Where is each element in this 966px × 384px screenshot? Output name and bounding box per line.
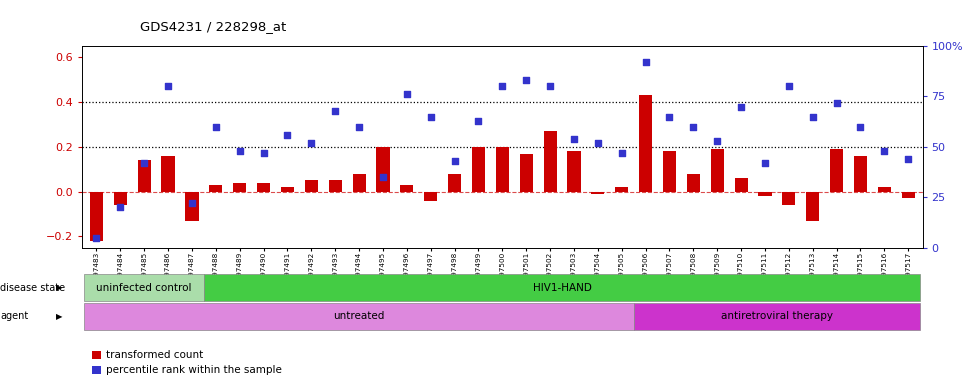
Point: [352, 124, 367, 130]
Bar: [257, 183, 270, 192]
Point: [519, 77, 534, 83]
Bar: [782, 192, 795, 205]
Bar: [137, 161, 151, 192]
Bar: [544, 131, 556, 192]
Text: HIV1-HAND: HIV1-HAND: [532, 283, 591, 293]
Bar: [711, 149, 724, 192]
Bar: [807, 192, 819, 221]
Bar: [353, 174, 366, 192]
Point: [185, 200, 200, 207]
Point: [590, 140, 606, 146]
Bar: [758, 192, 772, 196]
Point: [853, 124, 868, 130]
Text: GDS4231 / 228298_at: GDS4231 / 228298_at: [140, 20, 286, 33]
Point: [327, 108, 343, 114]
Point: [375, 174, 390, 180]
Bar: [114, 192, 127, 205]
Point: [876, 148, 892, 154]
Point: [709, 138, 724, 144]
Bar: [210, 185, 222, 192]
Bar: [591, 192, 605, 194]
Point: [542, 83, 557, 89]
Point: [805, 114, 820, 120]
Bar: [687, 174, 700, 192]
Bar: [615, 187, 628, 192]
Bar: [377, 147, 389, 192]
Point: [900, 156, 916, 162]
Text: transformed count: transformed count: [106, 350, 204, 360]
Text: ▶: ▶: [56, 312, 63, 321]
Bar: [400, 185, 413, 192]
Point: [399, 91, 414, 98]
Text: percentile rank within the sample: percentile rank within the sample: [106, 365, 282, 375]
Point: [447, 158, 463, 164]
Point: [280, 132, 296, 138]
Point: [303, 140, 319, 146]
Point: [662, 114, 677, 120]
Point: [686, 124, 701, 130]
Point: [113, 204, 128, 210]
Text: agent: agent: [0, 311, 28, 321]
Text: disease state: disease state: [0, 283, 65, 293]
Point: [829, 99, 844, 106]
Point: [757, 160, 773, 166]
Bar: [448, 174, 461, 192]
Bar: [830, 149, 843, 192]
Point: [89, 235, 104, 241]
Point: [614, 150, 630, 156]
Point: [136, 160, 152, 166]
Bar: [878, 187, 891, 192]
Bar: [901, 192, 915, 199]
Point: [781, 83, 797, 89]
Bar: [424, 192, 438, 201]
Point: [495, 83, 510, 89]
Point: [566, 136, 582, 142]
Point: [208, 124, 223, 130]
Bar: [281, 187, 294, 192]
Bar: [304, 180, 318, 192]
Bar: [185, 192, 198, 221]
Point: [470, 118, 486, 124]
Text: uninfected control: uninfected control: [97, 283, 192, 293]
Text: ▶: ▶: [56, 283, 63, 292]
Bar: [471, 147, 485, 192]
Text: antiretroviral therapy: antiretroviral therapy: [721, 311, 833, 321]
Point: [232, 148, 247, 154]
Bar: [520, 154, 533, 192]
Bar: [90, 192, 103, 241]
Bar: [854, 156, 867, 192]
Point: [160, 83, 176, 89]
Point: [733, 103, 749, 109]
Bar: [161, 156, 175, 192]
Point: [423, 114, 439, 120]
Bar: [496, 147, 509, 192]
Bar: [663, 151, 676, 192]
Bar: [233, 183, 246, 192]
Point: [256, 150, 271, 156]
Text: untreated: untreated: [333, 311, 384, 321]
Bar: [734, 178, 748, 192]
Bar: [639, 95, 652, 192]
Bar: [328, 180, 342, 192]
Bar: [567, 151, 581, 192]
Point: [638, 59, 653, 65]
